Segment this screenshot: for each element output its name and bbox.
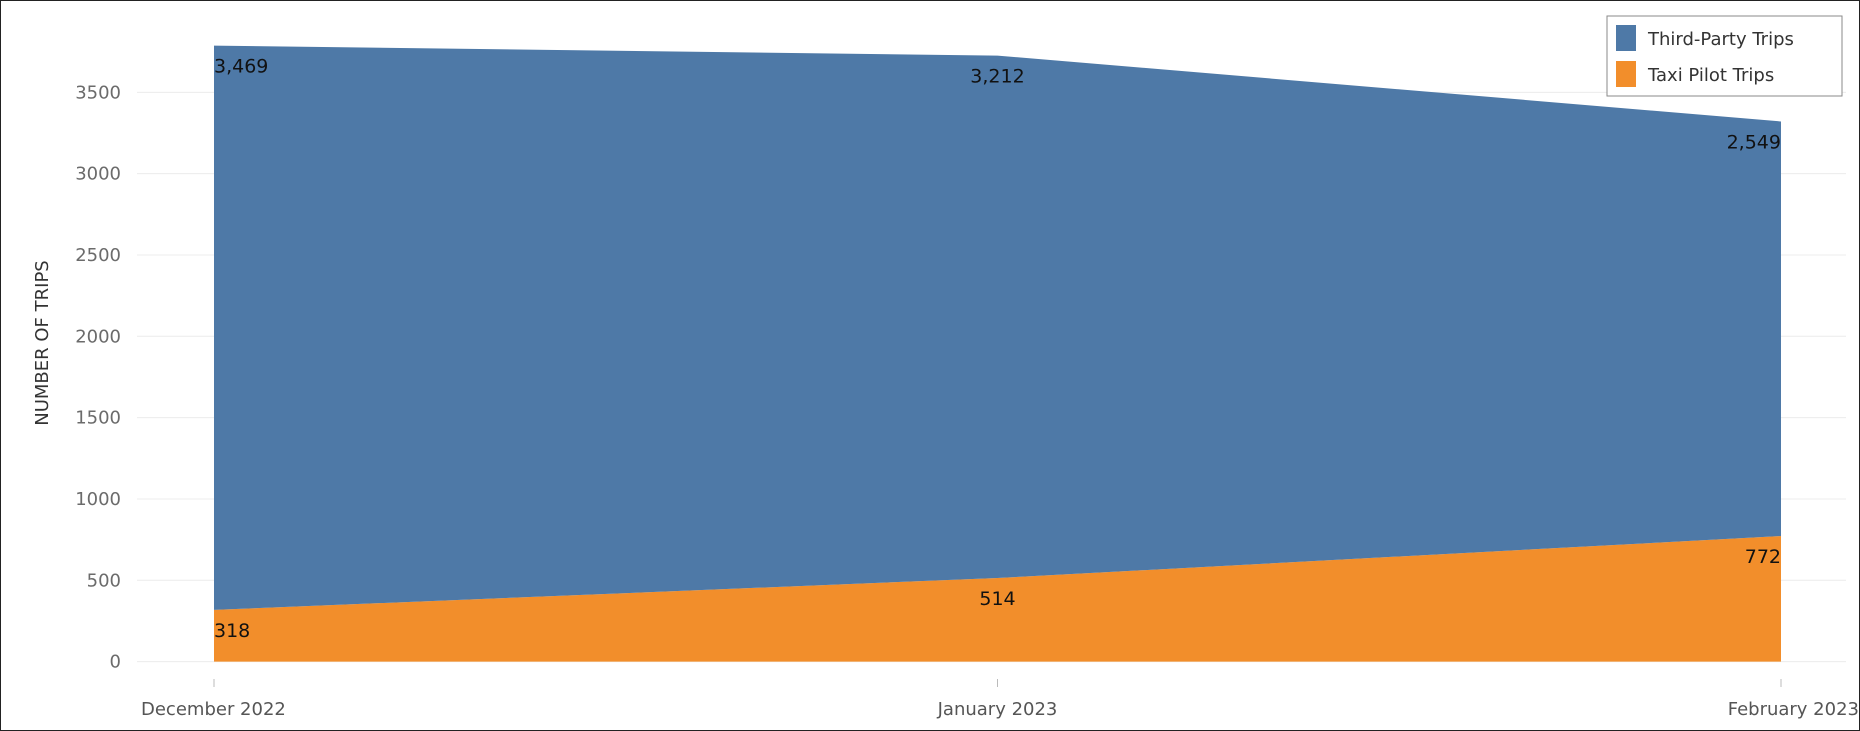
data-labels: 318 514 772 3,469 3,212 2,549 bbox=[214, 56, 1781, 642]
data-label: 514 bbox=[979, 588, 1015, 610]
legend-swatch bbox=[1616, 25, 1636, 51]
legend-box bbox=[1606, 15, 1843, 97]
y-tick-label: 2500 bbox=[75, 245, 121, 266]
y-tick-label: 1000 bbox=[75, 489, 121, 510]
legend-item-label[interactable]: Third-Party Trips bbox=[1647, 29, 1794, 50]
y-tick-label: 2000 bbox=[75, 326, 121, 347]
legend-swatch bbox=[1616, 61, 1636, 87]
x-tick-label: February 2023 bbox=[1728, 699, 1859, 720]
data-label: 3,212 bbox=[970, 66, 1024, 88]
legend-item-label[interactable]: Taxi Pilot Trips bbox=[1647, 65, 1774, 86]
data-label: 318 bbox=[214, 620, 250, 642]
y-tick-label: 500 bbox=[87, 570, 121, 591]
x-tick-label: January 2023 bbox=[937, 699, 1058, 720]
y-tick-label: 3000 bbox=[75, 164, 121, 185]
data-label: 3,469 bbox=[214, 56, 268, 78]
data-label: 772 bbox=[1745, 546, 1781, 568]
legend[interactable]: Third-Party Trips Taxi Pilot Trips bbox=[1606, 15, 1843, 97]
y-axis-title: NUMBER OF TRIPS bbox=[32, 260, 53, 425]
data-label: 2,549 bbox=[1727, 131, 1781, 153]
x-axis-ticks: December 2022 January 2023 February 2023 bbox=[141, 679, 1859, 720]
area-third-party-trips[interactable] bbox=[214, 45, 1781, 610]
area-taxi-pilot-trips[interactable] bbox=[214, 536, 1781, 662]
y-axis-ticks: 0 500 1000 1500 2000 2500 3000 3500 bbox=[75, 82, 121, 672]
y-tick-label: 1500 bbox=[75, 408, 121, 429]
x-tick-label: December 2022 bbox=[141, 699, 286, 720]
y-tick-label: 3500 bbox=[75, 82, 121, 103]
y-tick-label: 0 bbox=[110, 652, 121, 673]
area-layer bbox=[214, 45, 1781, 662]
